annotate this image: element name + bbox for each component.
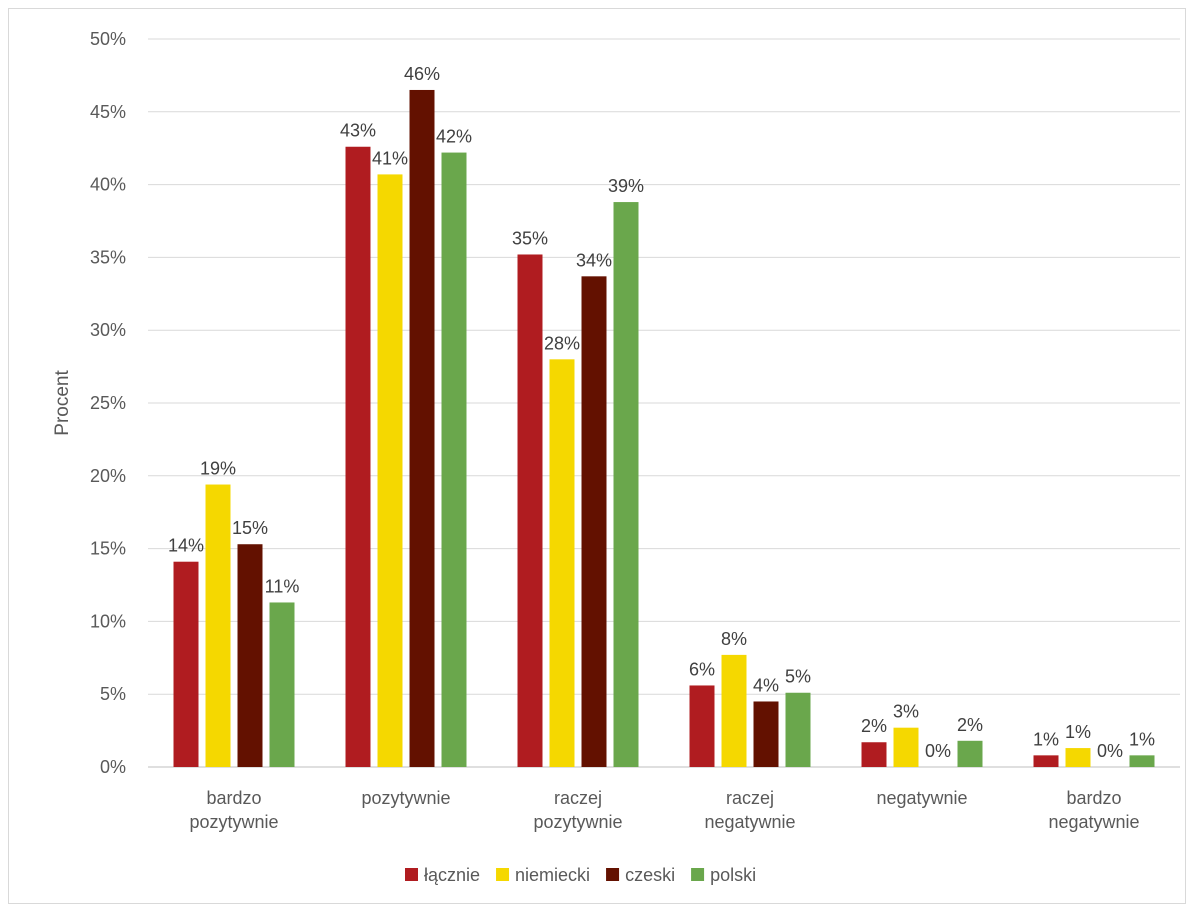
data-label: 11%	[265, 576, 300, 596]
bar	[581, 276, 607, 767]
y-tick-label: 50%	[90, 29, 126, 49]
bar	[785, 692, 811, 767]
y-tick-label: 40%	[90, 175, 126, 195]
legend-item: niemiecki	[496, 865, 590, 885]
y-tick-label: 45%	[90, 102, 126, 122]
legend-label: polski	[710, 865, 756, 885]
data-label: 15%	[232, 518, 268, 538]
y-tick-label: 0%	[100, 757, 126, 777]
y-tick-label: 20%	[90, 466, 126, 486]
data-label: 42%	[436, 127, 472, 147]
bar	[1065, 748, 1091, 767]
data-label: 41%	[372, 148, 408, 168]
bar	[269, 602, 295, 767]
bar	[1129, 755, 1155, 767]
data-label: 1%	[1129, 729, 1155, 749]
data-label: 19%	[200, 459, 236, 479]
bar	[893, 727, 919, 767]
y-tick-label: 30%	[90, 320, 126, 340]
y-axis-title: Procent	[52, 370, 73, 436]
bar	[441, 152, 467, 767]
legend-item: łącznie	[405, 865, 480, 885]
x-category-label: bardzo pozytywnie	[189, 788, 278, 832]
legend-item: czeski	[606, 865, 675, 885]
data-label: 28%	[544, 333, 580, 353]
data-label: 34%	[576, 250, 612, 270]
legend-swatch	[405, 868, 418, 881]
y-axis-ticks: 0% 5% 10% 15% 20% 25% 30% 35% 40% 45% 50%	[90, 29, 126, 777]
data-label: 0%	[1097, 741, 1123, 761]
data-labels: 14% 19% 15% 11% 43% 41% 46% 42% 35% 28% 34% 39% 6% 8%…	[168, 64, 1155, 761]
gridlines	[148, 38, 1180, 768]
data-label: 8%	[721, 629, 747, 649]
bar	[237, 544, 263, 767]
data-label: 5%	[785, 667, 811, 687]
legend-swatch	[606, 868, 620, 881]
bar	[409, 89, 435, 767]
bar	[753, 701, 779, 767]
data-label: 0%	[925, 741, 951, 761]
y-tick-label: 5%	[100, 684, 126, 704]
y-tick-label: 10%	[90, 611, 126, 631]
data-label: 39%	[608, 176, 644, 196]
bars	[173, 89, 1155, 767]
legend-swatch	[496, 868, 510, 881]
legend-item: polski	[691, 865, 756, 885]
data-label: 14%	[168, 536, 204, 556]
bar	[517, 254, 543, 767]
bar	[721, 654, 747, 767]
legend-label: czeski	[625, 865, 675, 885]
x-category-label: raczej negatywnie	[704, 788, 795, 832]
bar	[957, 740, 983, 767]
x-category-label: bardzo negatywnie	[1048, 788, 1139, 832]
data-label: 4%	[753, 675, 779, 695]
bar	[549, 359, 575, 767]
bar	[689, 685, 715, 767]
bar	[173, 561, 199, 767]
bar	[345, 146, 371, 767]
legend-label: łącznie	[424, 865, 480, 885]
bar	[861, 742, 887, 767]
data-label: 46%	[404, 64, 440, 84]
bar	[205, 484, 231, 767]
bar	[377, 174, 403, 767]
y-tick-label: 25%	[90, 393, 126, 413]
data-label: 35%	[512, 228, 548, 248]
bar	[1033, 755, 1059, 767]
data-label: 43%	[340, 121, 376, 141]
data-label: 1%	[1033, 729, 1059, 749]
data-label: 1%	[1065, 722, 1091, 742]
data-label: 6%	[689, 659, 715, 679]
x-category-label: pozytywnie	[361, 788, 450, 808]
bar	[613, 202, 639, 767]
data-label: 3%	[893, 702, 919, 722]
y-tick-label: 15%	[90, 539, 126, 559]
legend-label: niemiecki	[515, 865, 590, 885]
data-label: 2%	[957, 715, 983, 735]
x-category-label: negatywnie	[876, 788, 967, 808]
data-label: 2%	[861, 716, 887, 736]
x-axis-categories: bardzo pozytywnie pozytywnie raczej pozytywn…	[189, 788, 1139, 832]
x-category-label: raczej pozytywnie	[533, 788, 622, 832]
legend: łącznie niemiecki czeski polski	[405, 865, 756, 885]
legend-swatch	[691, 868, 705, 881]
y-tick-label: 35%	[90, 247, 126, 267]
